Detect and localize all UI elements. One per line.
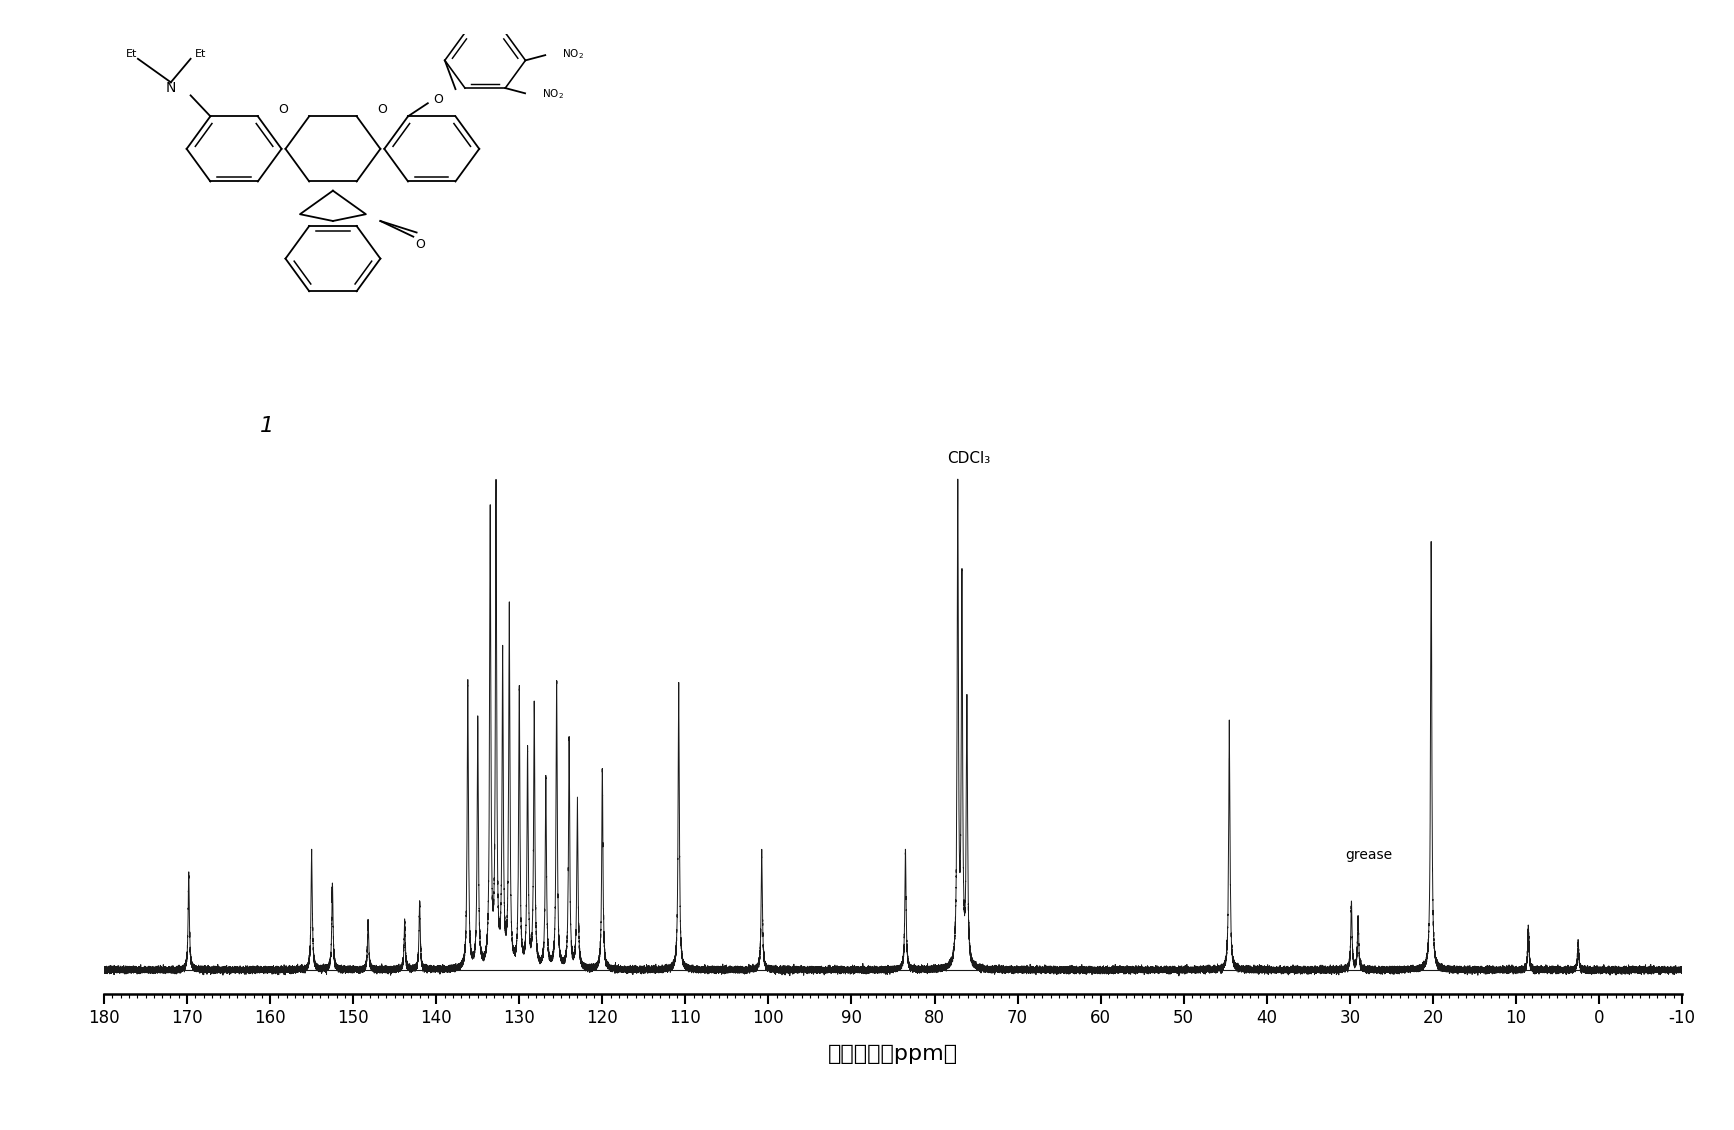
Text: N: N: [166, 80, 177, 95]
Text: O: O: [414, 238, 425, 251]
Text: Et: Et: [194, 49, 206, 59]
Text: grease: grease: [1346, 849, 1392, 862]
Text: 1: 1: [260, 416, 274, 436]
Text: O: O: [279, 103, 288, 116]
Text: O: O: [378, 103, 387, 116]
Text: Et: Et: [125, 49, 137, 59]
Text: O: O: [434, 93, 442, 106]
X-axis label: 化学位移（ppm）: 化学位移（ppm）: [827, 1044, 959, 1063]
Text: NO$_2$: NO$_2$: [562, 47, 584, 61]
Text: CDCl₃: CDCl₃: [947, 451, 990, 466]
Text: NO$_2$: NO$_2$: [541, 87, 564, 102]
